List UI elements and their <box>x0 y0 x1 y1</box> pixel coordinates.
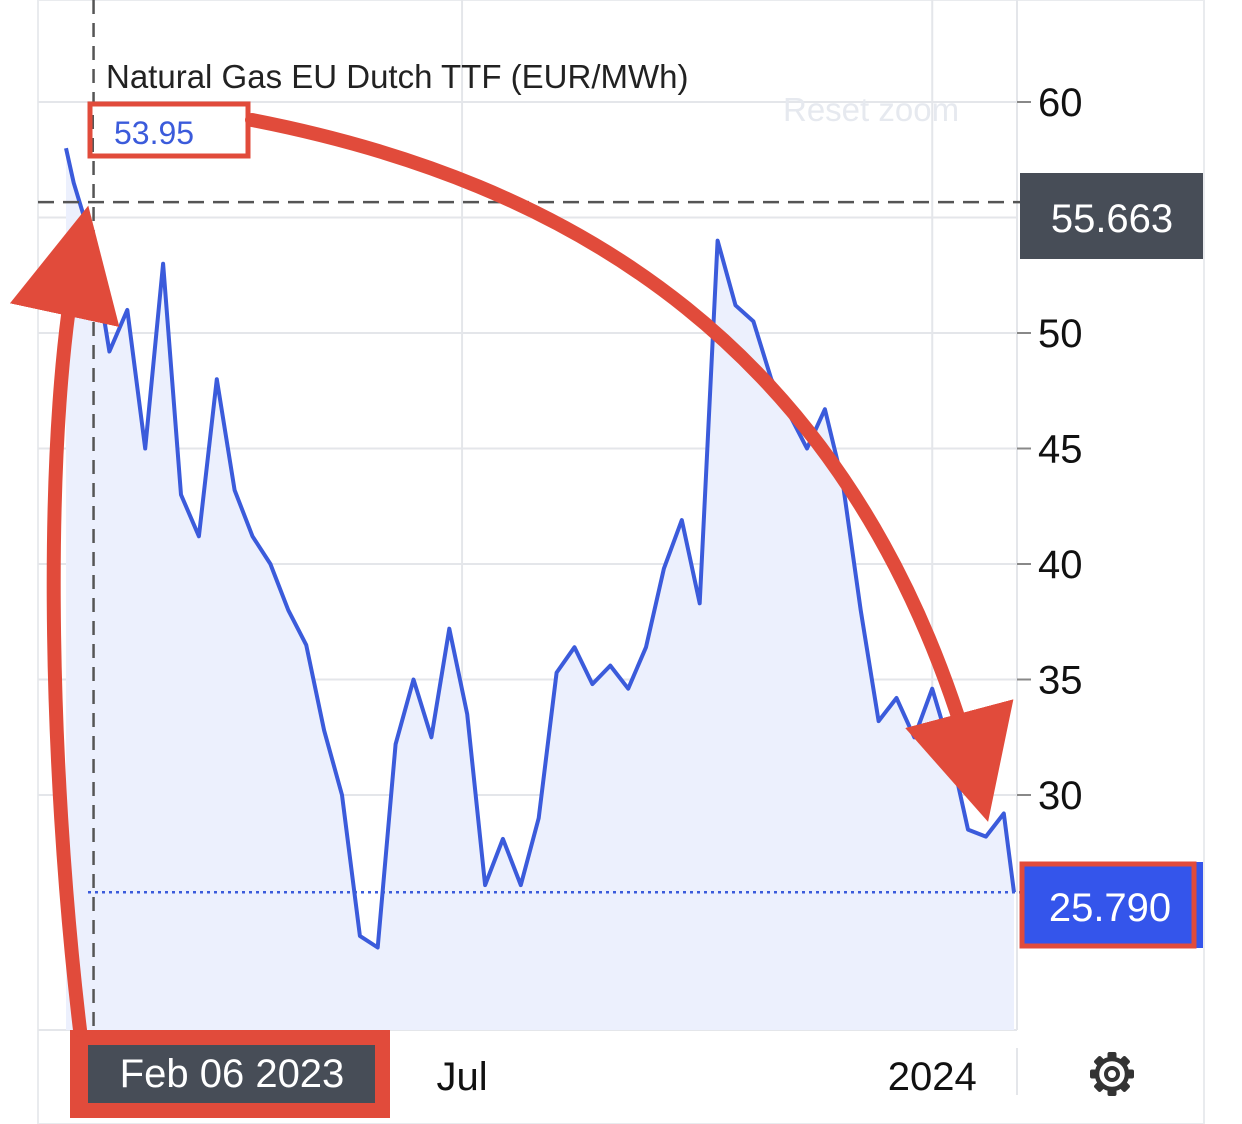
hover-value: 53.95 <box>114 115 194 151</box>
price-line-layer <box>64 147 1016 950</box>
hover-date-label: Feb 06 2023 <box>120 1052 345 1096</box>
y-tick-label: 45 <box>1038 428 1083 472</box>
reference-value-label: 55.663 <box>1051 197 1173 241</box>
last-value-highlight-box <box>1019 861 1197 949</box>
x-tick-label: Jul <box>436 1055 487 1099</box>
curved-arrow-start-to-end <box>245 113 1014 822</box>
hover-value-highlight-box <box>87 101 251 159</box>
y-tick-label: 50 <box>1038 312 1083 356</box>
series-line <box>64 147 1016 950</box>
x-axis-ticks: Jul 2024 <box>436 1055 976 1099</box>
y-tick-label: 60 <box>1038 81 1083 125</box>
date-highlight-frame <box>70 1030 390 1118</box>
reference-value-badge <box>1020 173 1203 259</box>
chart-title: Natural Gas EU Dutch TTF (EUR/MWh) <box>106 58 688 95</box>
red-annotations <box>9 101 1197 1118</box>
series-area <box>66 148 1014 1030</box>
reset-zoom-button[interactable]: Reset zoom <box>783 91 959 128</box>
gear-icon[interactable] <box>1090 1052 1134 1096</box>
chart-frame <box>37 0 1205 1124</box>
area-fill-layer <box>66 148 1014 1030</box>
y-tick-label: 35 <box>1038 659 1083 703</box>
last-value-badge <box>1020 862 1203 948</box>
curved-arrow-date-to-price <box>9 205 120 1037</box>
y-tick-label: 40 <box>1038 543 1083 587</box>
x-tick-label: 2024 <box>888 1055 977 1099</box>
y-axis-ticks: 30 35 40 45 50 60 <box>1017 81 1083 818</box>
y-tick-label: 30 <box>1038 774 1083 818</box>
hover-date-badge <box>88 1043 376 1103</box>
hover-value-background <box>94 108 250 156</box>
last-value-label: 25.790 <box>1049 886 1171 930</box>
